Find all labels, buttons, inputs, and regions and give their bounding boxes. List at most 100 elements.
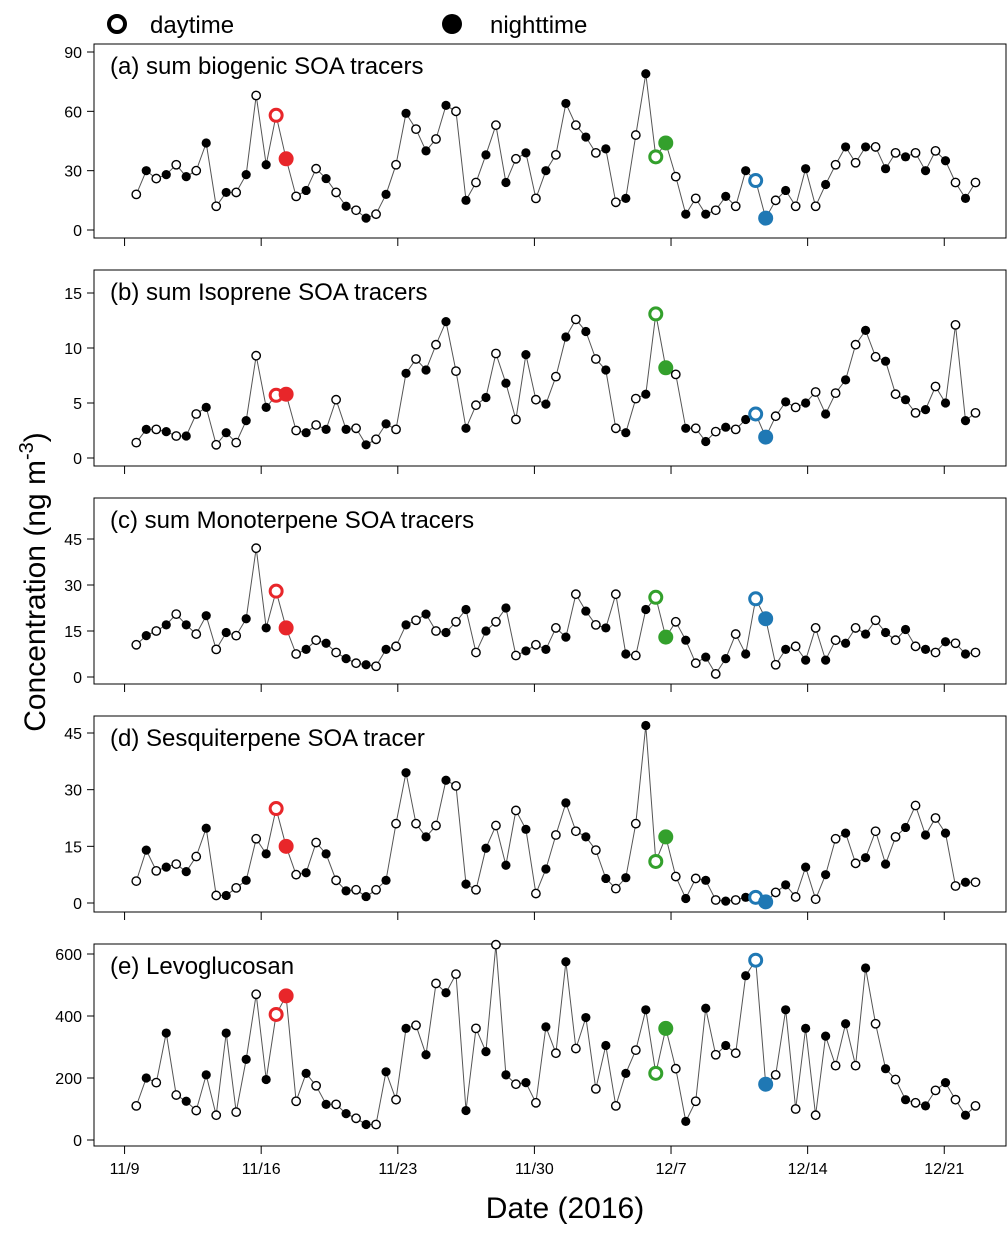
panel-c-point-68 [810, 623, 821, 633]
panel-c-point-11 [241, 614, 251, 624]
panel-e-point-29 [421, 1050, 431, 1060]
panel-d-point-35 [481, 843, 491, 853]
panel-a-point-36 [491, 120, 501, 131]
panel-a-point-6 [191, 165, 202, 176]
panel-e-point-72 [850, 1060, 861, 1071]
panel-c-point-67 [801, 655, 811, 665]
panel-b-point-30 [431, 339, 441, 350]
panel-b-point-41 [541, 399, 551, 409]
panel-b-point-60 [730, 424, 741, 435]
panel-c-point-82 [950, 638, 961, 649]
panel-a-point-15 [278, 151, 294, 167]
panel-b-point-47 [601, 365, 611, 375]
panel-a-point-84 [970, 177, 981, 188]
panel-c-point-80 [930, 647, 941, 658]
panel-c-point-35 [481, 626, 491, 636]
panel-a-point-2 [151, 173, 162, 184]
panel-a-point-77 [900, 152, 911, 162]
panel-e-point-78 [910, 1097, 921, 1108]
panel-e-point-14 [268, 1006, 284, 1022]
panel-b-point-8 [211, 439, 222, 450]
legend-night-label: nighttime [490, 12, 587, 39]
panel-c-point-78 [910, 641, 921, 652]
panel-d-point-84 [970, 877, 981, 888]
panel-c-point-54 [670, 616, 681, 627]
panel-c-point-14 [268, 583, 284, 599]
panel-e-point-26 [391, 1094, 401, 1105]
panel-c-point-9 [221, 627, 231, 638]
panel-d-ytick-label-2: 30 [64, 783, 82, 800]
panel-a-point-72 [850, 157, 861, 168]
panel-a-point-21 [341, 201, 351, 211]
panel-d-point-11 [241, 875, 251, 885]
panel-a-point-52 [648, 149, 664, 165]
panel-a-point-9 [221, 187, 231, 198]
panel-b-point-68 [810, 387, 821, 397]
panel-a-point-57 [701, 209, 711, 219]
panel-c-point-34 [471, 647, 481, 658]
panel-a-point-60 [730, 201, 741, 212]
panel-c-point-72 [850, 623, 861, 633]
panel-c-point-43 [561, 632, 571, 642]
panel-d-point-37 [501, 860, 511, 870]
panel-d-point-27 [401, 768, 411, 778]
panel-d-point-31 [441, 775, 451, 785]
panel-d-point-38 [511, 805, 521, 816]
panel-b-point-11 [241, 416, 251, 426]
x-tick-label-3: 11/30 [515, 1161, 554, 1178]
panel-c-point-79 [920, 644, 931, 655]
panel-b-point-79 [920, 405, 931, 415]
panel-b-point-18 [311, 420, 322, 430]
panel-d-point-28 [411, 818, 421, 829]
panel-c-ytick-label-1: 15 [64, 624, 82, 641]
panel-d-point-6 [191, 851, 202, 862]
panel-e-point-12 [251, 989, 262, 1000]
panel-e-point-83 [960, 1110, 971, 1120]
panel-d-point-66 [790, 892, 801, 902]
panel-e-point-2 [151, 1077, 162, 1088]
panel-c-point-32 [451, 616, 461, 627]
panel-c-ytick-label-2: 30 [64, 578, 82, 595]
panel-d-point-15 [278, 838, 294, 854]
panel-e-point-46 [590, 1083, 601, 1094]
panel-c-point-70 [830, 635, 841, 646]
panel-b-point-53 [658, 360, 674, 376]
panel-a-point-53 [658, 135, 674, 151]
panel-b-point-40 [530, 394, 541, 405]
panel-d-point-60 [730, 895, 741, 905]
panel-b-ytick-label-3: 15 [64, 286, 82, 303]
panel-e-point-23 [361, 1119, 371, 1130]
panel-a-point-42 [550, 149, 561, 160]
panel-d-point-42 [550, 830, 561, 840]
panel-e-point-36 [491, 939, 501, 950]
x-tick-label-0: 11/9 [110, 1161, 140, 1178]
panel-d-point-8 [211, 890, 222, 901]
panel-c-point-20 [331, 647, 341, 658]
panel-a-point-51 [641, 69, 651, 79]
panel-e-point-81 [940, 1078, 951, 1088]
panel-c-point-27 [401, 620, 411, 630]
panel-d-point-32 [451, 780, 461, 791]
panel-b-point-4 [171, 431, 182, 441]
panel-b-point-84 [970, 407, 981, 418]
panel-c-point-60 [730, 629, 741, 639]
panel-a-point-43 [561, 98, 571, 109]
panel-d-point-52 [648, 853, 664, 869]
panel-b-point-1 [141, 424, 151, 434]
panel-e-point-79 [920, 1101, 931, 1111]
panel-e-point-53 [658, 1020, 674, 1036]
panel-a-point-18 [311, 163, 322, 174]
panel-d-ytick-label-1: 15 [64, 839, 82, 856]
panel-a-point-82 [950, 177, 961, 188]
panel-b-point-64 [770, 411, 781, 422]
panel-e-point-47 [601, 1040, 611, 1051]
panel-d-point-13 [261, 849, 271, 859]
panel-e-point-43 [561, 957, 571, 967]
panel-a-point-23 [361, 213, 371, 223]
panel-d-point-67 [801, 862, 811, 872]
panel-d-point-83 [960, 877, 971, 887]
panel-e-point-74 [870, 1018, 881, 1029]
panel-d-point-23 [361, 891, 371, 902]
panel-e-point-82 [950, 1094, 961, 1105]
legend-night-marker [442, 14, 462, 34]
